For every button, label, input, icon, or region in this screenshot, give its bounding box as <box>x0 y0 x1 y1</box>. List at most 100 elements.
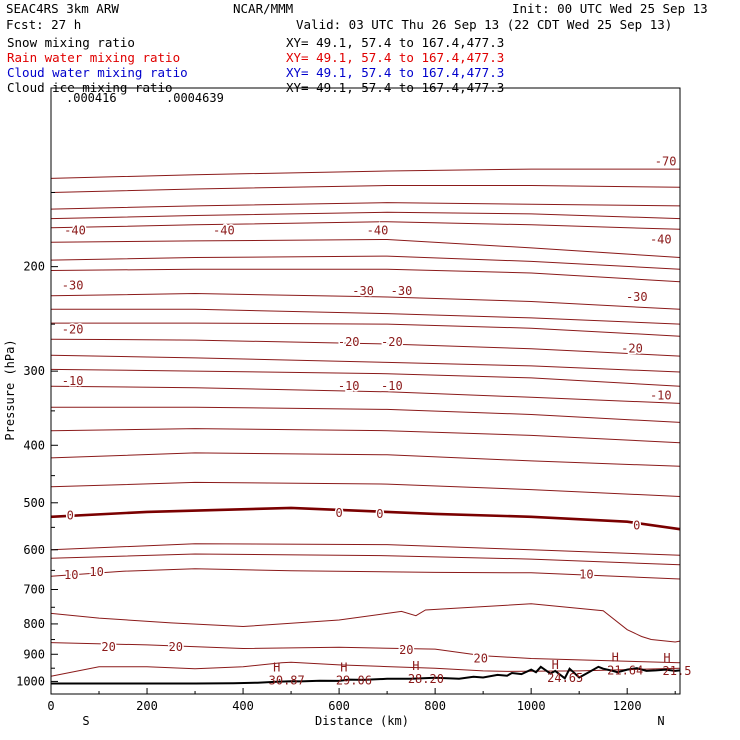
plot-frame <box>50 87 681 695</box>
isotherm-line <box>51 322 681 337</box>
x-axis: 0 200 400 600 800 1000 1200 <box>47 688 676 713</box>
isotherm-line <box>51 308 681 325</box>
isotherm-label: -40 <box>213 224 235 238</box>
init-label: Init: 00 UTC Wed 25 Sep 13 <box>512 1 708 16</box>
high-value-label: 24.65 <box>547 671 583 685</box>
isotherm-label: -40 <box>367 224 389 238</box>
isotherm-label: 0 <box>633 519 640 533</box>
high-marker: H <box>612 650 619 664</box>
isotherm-line <box>50 642 681 664</box>
isotherm-label: 20 <box>169 640 183 654</box>
x-tick-label: 1000 <box>517 699 546 713</box>
isotherm-label: -20 <box>62 322 84 336</box>
isotherm-line <box>50 268 681 283</box>
high-value-label: 21.5 <box>663 664 692 678</box>
isotherm-line <box>50 238 681 258</box>
isotherm-label: 10 <box>579 567 593 581</box>
x-tick-label: 800 <box>424 699 446 713</box>
isotherm-label: -20 <box>621 342 643 356</box>
isotherm-line <box>50 338 681 357</box>
isotherm-label: -30 <box>626 290 648 304</box>
isotherm-label: 20 <box>473 651 487 665</box>
isotherm-label: -70 <box>655 155 677 169</box>
high-value-label: 28.20 <box>408 672 444 686</box>
top-small-label: .000416 <box>66 91 117 105</box>
isotherm-label: -10 <box>62 374 84 388</box>
x-tick-label: 200 <box>136 699 158 713</box>
isotherm-line <box>50 553 681 566</box>
valid-label: Valid: 03 UTC Thu 26 Sep 13 (22 CDT Wed … <box>296 17 672 32</box>
isotherm-line <box>50 368 681 387</box>
y-axis: 200 300 400 500 600 700 800 900 1000 <box>16 191 58 695</box>
y-tick-label: 200 <box>23 260 45 274</box>
isotherm-line <box>50 221 681 230</box>
isotherm-label: -10 <box>381 379 403 393</box>
isotherm-line <box>50 354 681 373</box>
plot-area: -70 -40 -40 -40 -40 -30 -30 -30 -30 -20 -20 -20 -20 -… <box>50 87 692 695</box>
fcst-label: Fcst: 27 h <box>6 17 81 32</box>
field-xy-range: XY= 49.1, 57.4 to 167.4,477.3 <box>286 65 504 80</box>
isotherm-layer <box>50 168 681 677</box>
field-label: Rain water mixing ratio <box>7 50 180 65</box>
isotherm-label: -40 <box>650 233 672 247</box>
isotherm-label: -40 <box>64 224 86 238</box>
model-label: SEAC4RS 3km ARW <box>6 1 119 16</box>
isotherm-label: -30 <box>352 284 374 298</box>
isotherm-label: -30 <box>62 278 84 292</box>
isotherm-label: -10 <box>650 389 672 403</box>
y-tick-label: 500 <box>23 496 45 510</box>
x-axis-title: Distance (km) <box>315 714 409 728</box>
isotherm-label: 0 <box>376 507 383 521</box>
isotherm-label: -20 <box>338 335 360 349</box>
isotherm-line <box>50 603 681 643</box>
high-marker: H <box>273 661 280 675</box>
y-tick-label: 800 <box>23 617 45 631</box>
terrain-layer <box>51 665 681 685</box>
x-tick-label: 1200 <box>613 699 642 713</box>
center-label: NCAR/MMM <box>233 1 293 16</box>
isotherm-label: 20 <box>101 640 115 654</box>
isotherm-line <box>50 168 680 179</box>
high-value-label: 30.87 <box>269 674 305 688</box>
isotherm-line <box>50 255 681 270</box>
field-xy-range: XY= 49.1, 57.4 to 167.4,477.3 <box>286 35 504 50</box>
field-label: Cloud water mixing ratio <box>7 65 188 80</box>
terrain-line <box>51 665 681 685</box>
isotherm-label: -20 <box>381 335 403 349</box>
isotherm-line <box>50 481 681 497</box>
isotherm-line <box>50 428 681 444</box>
y-tick-label: 600 <box>23 543 45 557</box>
isotherm-line <box>50 452 681 467</box>
isotherm-line <box>50 506 681 531</box>
isotherm-line <box>50 292 681 310</box>
y-axis-title: Pressure (hPa) <box>3 339 17 440</box>
field-xy-range: XY= 49.1, 57.4 to 167.4,477.3 <box>286 50 504 65</box>
x-axis-north-label: N <box>657 714 664 728</box>
isotherm-label: 10 <box>89 565 103 579</box>
high-value-label: 21.64 <box>607 663 643 677</box>
isotherm-line <box>50 543 681 556</box>
x-tick-label: 600 <box>328 699 350 713</box>
axes: 0 200 400 600 800 1000 1200 200300400500600700… <box>3 191 676 728</box>
x-tick-label: 0 <box>47 699 54 713</box>
high-marker: H <box>340 661 347 675</box>
high-marker: H <box>412 659 419 673</box>
top-small-label: .0004639 <box>166 91 224 105</box>
header: SEAC4RS 3km ARW NCAR/MMM Init: 00 UTC We… <box>6 1 708 95</box>
high-marker: H <box>663 651 670 665</box>
isotherm-line <box>51 406 681 423</box>
high-marker: H <box>552 658 559 672</box>
y-tick-label: 900 <box>23 647 45 661</box>
isotherm-line <box>50 568 681 580</box>
x-axis-south-label: S <box>82 714 89 728</box>
y-tick-label: 700 <box>23 583 45 597</box>
x-tick-label: 400 <box>232 699 254 713</box>
y-tick-label: 300 <box>23 364 45 378</box>
field-label: Snow mixing ratio <box>7 35 135 50</box>
isotherm-label: 10 <box>64 568 78 582</box>
isotherm-line <box>50 185 681 193</box>
contour-label-layer: -70 -40 -40 -40 -40 -30 -30 -30 -30 -20 -20 -20 -20 -… <box>60 91 692 688</box>
isotherm-label: 0 <box>335 506 342 520</box>
isotherm-label: 20 <box>399 643 413 657</box>
